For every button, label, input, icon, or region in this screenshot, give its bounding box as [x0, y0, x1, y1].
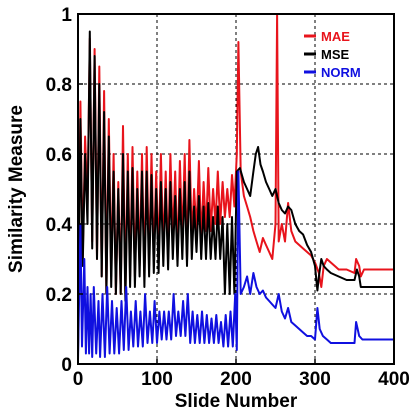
legend: MAE MSE NORM	[304, 29, 361, 80]
y-tick-label: 0.6	[46, 145, 72, 166]
x-tick-label: 100	[141, 369, 173, 390]
series-line-norm	[77, 170, 394, 361]
legend-label-mae: MAE	[321, 29, 350, 44]
y-tick-label: 1	[61, 5, 72, 26]
x-tick-label: 0	[73, 369, 84, 390]
x-tick-label: 400	[378, 369, 410, 390]
x-tick-label: 300	[299, 369, 331, 390]
series-line-mse	[77, 30, 394, 354]
y-tick-label: 0.4	[46, 215, 73, 236]
y-tick-label: 0	[61, 355, 72, 376]
x-axis-title: Slide Number	[175, 391, 298, 412]
axis-ticks: 0 100 200 300 400 0 0.2 0.4 0.6 0.8 1	[46, 5, 410, 390]
y-tick-label: 0.2	[46, 285, 72, 306]
y-axis-title: Similarity Measure	[6, 105, 27, 273]
legend-label-mse: MSE	[321, 47, 350, 62]
x-tick-label: 200	[220, 369, 252, 390]
legend-label-norm: NORM	[321, 65, 361, 80]
series-lines	[77, 13, 394, 361]
y-tick-label: 0.8	[46, 75, 72, 96]
